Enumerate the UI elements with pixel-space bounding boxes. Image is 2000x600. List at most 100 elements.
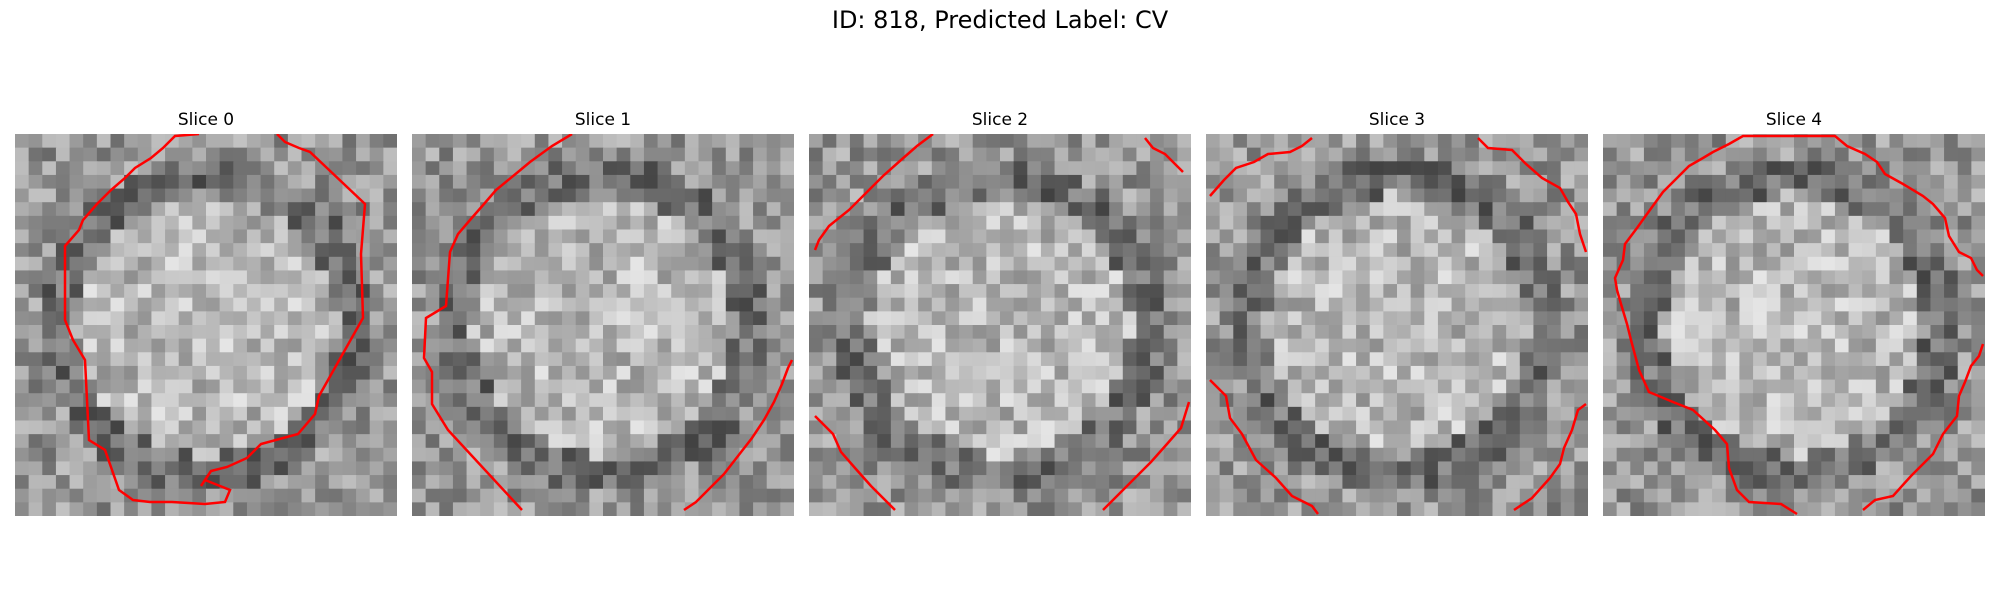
image-pixel (1451, 188, 1466, 203)
image-pixel (1328, 447, 1344, 463)
image-pixel (110, 365, 125, 381)
image-pixel (1328, 420, 1344, 435)
image-pixel (1506, 461, 1521, 476)
image-pixel (630, 325, 645, 340)
image-pixel (931, 229, 947, 244)
image-pixel (616, 365, 631, 381)
image-pixel (192, 365, 207, 381)
image-pixel (1410, 297, 1425, 312)
image-pixel (575, 475, 590, 490)
image-pixel (1013, 284, 1028, 299)
image-pixel (1698, 338, 1713, 353)
image-pixel (96, 352, 112, 367)
image-pixel (698, 352, 713, 367)
image-pixel (315, 406, 330, 422)
image-pixel (959, 243, 974, 258)
image-pixel (521, 365, 536, 381)
image-pixel (1957, 256, 1972, 272)
image-pixel (1054, 311, 1069, 326)
image-pixel (1712, 270, 1727, 285)
image-pixel (192, 502, 207, 516)
image-pixel (1068, 229, 1083, 244)
image-pixel (1916, 352, 1932, 367)
image-pixel (1848, 161, 1863, 176)
image-pixel (192, 461, 207, 476)
image-pixel (301, 379, 316, 394)
image-pixel (1437, 434, 1453, 449)
image-pixel (1369, 297, 1384, 312)
image-pixel (1753, 243, 1768, 258)
image-pixel (1163, 174, 1178, 190)
image-pixel (1068, 325, 1083, 340)
image-pixel (1930, 420, 1945, 435)
image-pixel (534, 502, 550, 516)
image-pixel (151, 161, 166, 176)
image-pixel (1246, 365, 1262, 381)
image-pixel (42, 502, 57, 516)
image-pixel (369, 256, 384, 272)
image-pixel (1163, 393, 1178, 408)
image-pixel (1315, 270, 1330, 285)
image-pixel (55, 447, 71, 463)
image-pixel (192, 202, 207, 217)
image-pixel (69, 406, 84, 422)
image-pixel (328, 447, 344, 463)
image-pixel (1944, 256, 1959, 272)
image-pixel (603, 420, 618, 435)
image-pixel (753, 352, 768, 367)
image-pixel (206, 434, 221, 449)
image-pixel (1369, 188, 1384, 203)
image-pixel (1081, 475, 1097, 490)
image-pixel (931, 325, 947, 340)
image-pixel (369, 352, 384, 367)
image-pixel (1780, 393, 1795, 408)
image-pixel (657, 202, 672, 217)
image-pixel (1397, 365, 1412, 381)
image-pixel (1274, 229, 1289, 244)
image-pixel (1506, 365, 1521, 381)
image-pixel (1739, 447, 1754, 463)
image-pixel (1862, 215, 1877, 231)
image-pixel (356, 325, 371, 340)
image-pixel (1437, 461, 1453, 476)
image-pixel (1424, 188, 1439, 203)
image-pixel (369, 338, 384, 353)
image-pixel (1027, 188, 1042, 203)
image-pixel (1780, 338, 1795, 353)
image-pixel (822, 202, 837, 217)
image-pixel (575, 379, 590, 394)
image-pixel (412, 188, 427, 203)
image-pixel (1574, 161, 1588, 176)
image-pixel (55, 475, 71, 490)
image-pixel (562, 270, 577, 285)
image-pixel (1603, 434, 1618, 449)
image-pixel (219, 243, 234, 258)
image-pixel (1150, 325, 1165, 340)
image-pixel (1274, 325, 1289, 340)
image-pixel (671, 270, 686, 285)
image-pixel (1397, 161, 1412, 176)
image-pixel (233, 365, 248, 381)
image-pixel (548, 379, 563, 394)
image-pixel (1519, 202, 1535, 217)
image-pixel (521, 202, 536, 217)
image-pixel (178, 161, 193, 176)
image-pixel (1862, 434, 1877, 449)
image-pixel (1451, 284, 1466, 299)
image-pixel (480, 134, 495, 149)
image-pixel (1492, 202, 1507, 217)
image-pixel (342, 174, 357, 190)
image-pixel (1437, 365, 1453, 381)
image-pixel (657, 502, 672, 516)
image-pixel (219, 393, 234, 408)
image-pixel (1834, 502, 1850, 516)
image-pixel (1465, 147, 1480, 162)
image-pixel (1766, 406, 1781, 422)
image-pixel (1068, 297, 1083, 312)
image-pixel (1630, 488, 1645, 503)
image-pixel (1725, 379, 1741, 394)
image-pixel (369, 311, 384, 326)
image-pixel (753, 256, 768, 272)
image-pixel (877, 311, 892, 326)
image-pixel (1465, 188, 1480, 203)
